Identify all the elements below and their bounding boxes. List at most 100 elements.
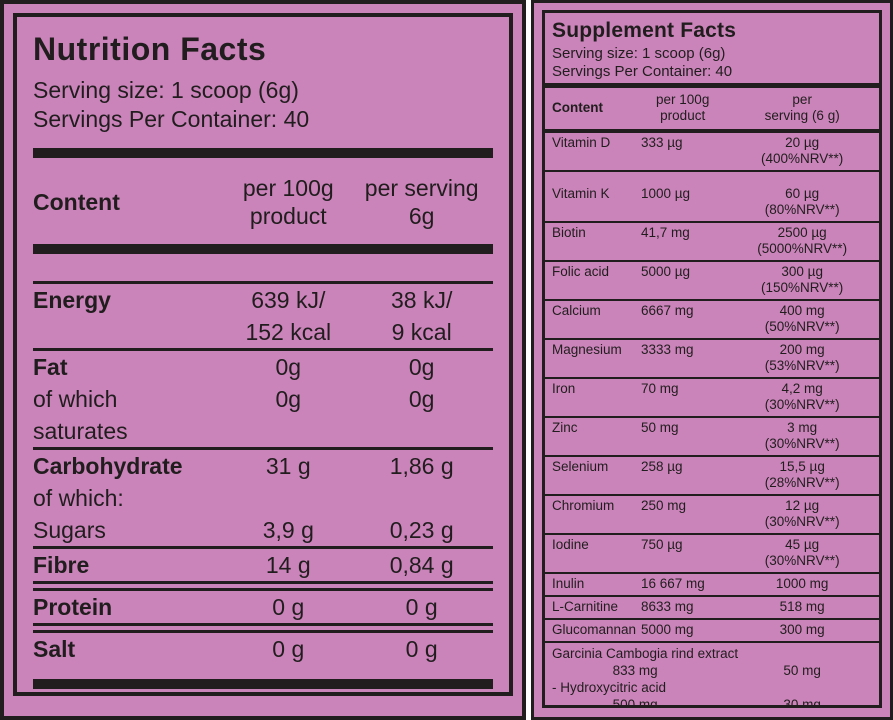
row-name: Chromium xyxy=(552,498,615,513)
row-label: Energy xyxy=(33,287,111,313)
table-row-sugars: Sugars 3,9 g 0,23 g xyxy=(33,514,493,546)
row-label: Fat xyxy=(33,354,68,380)
row-per100: 5000 mg xyxy=(641,622,694,637)
row-name: Inulin xyxy=(552,576,585,591)
table-row-of-which-colon: of which: xyxy=(33,482,493,514)
table-row-iodine: Iodine 750 µg 45 µg (30%NRV**) xyxy=(545,533,879,572)
row-serving: 0g xyxy=(408,354,435,380)
per-serving-line1: per xyxy=(792,92,812,107)
row-label: Fibre xyxy=(33,552,90,578)
garcinia-title: Garcinia Cambogia rind extract xyxy=(552,646,739,661)
row-per100: 41,7 mg xyxy=(641,225,690,240)
row-per100: 0 g xyxy=(272,636,305,662)
table-row-energy-kcal: 152 kcal 9 kcal xyxy=(33,316,493,348)
row-serving: 0g xyxy=(408,386,435,412)
row-name: Vitamin K xyxy=(552,186,610,201)
table-row-iron: Iron 70 mg 4,2 mg (30%NRV**) xyxy=(545,377,879,416)
nutrition-facts-border-box: Nutrition Facts Serving size: 1 scoop (6… xyxy=(13,13,513,696)
supplement-table-header: Content per 100g product per serving (6 … xyxy=(545,88,879,129)
row-nrv: (80%NRV**) xyxy=(764,202,840,217)
per-serving-line1: per serving xyxy=(364,175,479,201)
row-serving: 300 mg xyxy=(779,622,825,637)
row-serving: 1,86 g xyxy=(389,453,454,479)
row-per100: 5000 µg xyxy=(641,264,691,279)
divider-thick xyxy=(545,129,879,133)
row-nrv: (30%NRV**) xyxy=(764,436,840,451)
divider-thick xyxy=(33,244,493,254)
row-per100: 1000 µg xyxy=(641,186,691,201)
table-row-fat: Fat 0g 0g xyxy=(33,348,493,383)
row-label: of which: xyxy=(33,485,124,511)
table-row-magnesium: Magnesium 3333 mg 200 mg (53%NRV**) xyxy=(545,338,879,377)
row-serving xyxy=(350,415,493,447)
table-row-carbohydrate: Carbohydrate 31 g 1,86 g xyxy=(33,447,493,482)
row-per100: 31 g xyxy=(265,453,311,479)
table-row-energy: Energy 639 kJ/ 38 kJ/ xyxy=(33,281,493,316)
row-per100: 0 g xyxy=(272,594,305,620)
divider-thick xyxy=(33,679,493,689)
row-name: Iron xyxy=(552,381,576,396)
row-per100: 14 g xyxy=(265,552,311,578)
row-nrv: (30%NRV**) xyxy=(764,514,840,529)
row-serving: 2500 µg xyxy=(777,225,827,240)
row-name: Glucomannan xyxy=(552,622,637,637)
row-name: Biotin xyxy=(552,225,586,240)
row-serving: 400 mg xyxy=(779,303,825,318)
table-row-vitamin-k: Vitamin K 1000 µg 60 µg (80%NRV**) xyxy=(545,170,879,221)
row-serving: 200 mg xyxy=(779,342,825,357)
nutrition-table: Energy 639 kJ/ 38 kJ/ 152 kcal 9 kcal Fa… xyxy=(33,281,493,665)
row-nrv: (30%NRV**) xyxy=(764,553,840,568)
garcinia-extract-values: 833 mg 50 mg xyxy=(545,662,879,679)
row-nrv: (53%NRV**) xyxy=(764,358,840,373)
table-row-chromium: Chromium 250 mg 12 µg (30%NRV**) xyxy=(545,494,879,533)
row-nrv: (150%NRV**) xyxy=(761,280,844,295)
divider-double xyxy=(33,581,493,591)
row-serving: 3 mg xyxy=(787,420,818,435)
row-serving: 300 µg xyxy=(781,264,823,279)
row-per100: 70 mg xyxy=(641,381,679,396)
table-row-inulin: Inulin 16 667 mg 1000 mg xyxy=(545,572,879,595)
per-100g-line1: per 100g xyxy=(656,92,710,107)
row-name: Iodine xyxy=(552,537,589,552)
table-row-selenium: Selenium 258 µg 15,5 µg (28%NRV**) xyxy=(545,455,879,494)
row-label: Carbohydrate xyxy=(33,453,183,479)
row-serving: 60 µg xyxy=(785,186,820,201)
row-serving: 9 kcal xyxy=(391,319,452,345)
table-row-saturates: saturates xyxy=(33,415,493,447)
table-row-protein: Protein 0 g 0 g xyxy=(33,591,493,623)
table-row-vitamin-d: Vitamin D 333 µg 20 µg (400%NRV**) xyxy=(545,133,879,170)
per-serving-line2: 6g xyxy=(408,203,435,229)
per-100g-line2: product xyxy=(249,203,327,229)
row-per100: 16 667 mg xyxy=(641,576,705,591)
row-serving: 20 µg xyxy=(785,135,820,150)
row-nrv: (5000%NRV**) xyxy=(757,241,848,256)
per-100g-line2: product xyxy=(660,108,706,123)
row-serving xyxy=(350,482,493,514)
table-row-folic-acid: Folic acid 5000 µg 300 µg (150%NRV**) xyxy=(545,260,879,299)
row-serving: 38 kJ/ xyxy=(390,287,453,313)
table-row-l-carnitine: L-Carnitine 8633 mg 518 mg xyxy=(545,595,879,618)
row-name: Vitamin D xyxy=(552,135,611,150)
row-nrv: (30%NRV**) xyxy=(764,397,840,412)
row-serving: 0,23 g xyxy=(389,517,454,543)
row-per100: 8633 mg xyxy=(641,599,694,614)
row-serving: 50 mg xyxy=(783,663,821,678)
row-nrv: (50%NRV**) xyxy=(764,319,840,334)
row-serving: 1000 mg xyxy=(775,576,829,591)
column-header-per-100g: per 100g product xyxy=(640,92,725,124)
row-name: L-Carnitine xyxy=(552,599,619,614)
row-per100: 258 µg xyxy=(641,459,683,474)
supplement-servings-per-container: Servings Per Container: 40 xyxy=(552,63,733,80)
table-row-biotin: Biotin 41,7 mg 2500 µg (5000%NRV**) xyxy=(545,221,879,260)
row-serving: 518 mg xyxy=(779,599,825,614)
divider-double xyxy=(33,623,493,633)
nutrition-facts-panel: Nutrition Facts Serving size: 1 scoop (6… xyxy=(0,0,526,720)
divider-thick xyxy=(33,148,493,158)
hydroxycitric-acid-label: - Hydroxycitric acid xyxy=(552,680,667,695)
row-per100 xyxy=(226,415,350,447)
row-serving: 12 µg xyxy=(785,498,820,513)
row-nrv: (400%NRV**) xyxy=(761,151,844,166)
column-header-content: Content xyxy=(33,189,120,215)
supplement-facts-panel: Supplement Facts Serving size: 1 scoop (… xyxy=(531,0,893,720)
